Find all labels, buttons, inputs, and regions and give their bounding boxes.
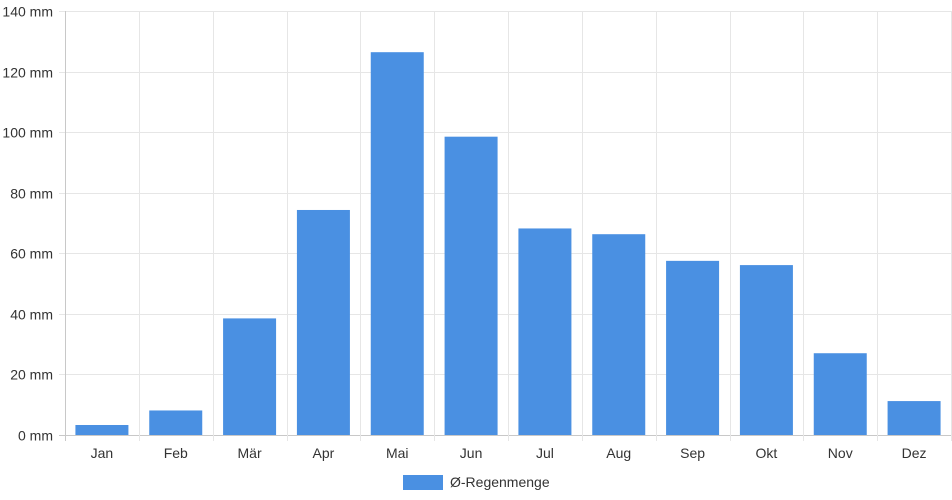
bar-feb[interactable] <box>149 410 203 435</box>
bar-sep[interactable] <box>666 260 720 435</box>
x-tick-label: Nov <box>828 445 853 461</box>
bar-jul[interactable] <box>518 228 572 435</box>
x-tick-label: Jul <box>536 445 554 461</box>
bar-nov[interactable] <box>813 353 867 435</box>
y-tick-label: 120 mm <box>2 65 53 81</box>
x-tick-label: Mär <box>238 445 262 461</box>
bar-dez[interactable] <box>887 401 941 435</box>
y-tick-label: 80 mm <box>10 186 53 202</box>
axis-layer: 0 mm 20 mm 40 mm 60 mm 80 mm 100 mm 120 mm 140 … <box>2 4 926 462</box>
bar-apr[interactable] <box>296 209 350 435</box>
y-tick-label: 100 mm <box>2 125 53 141</box>
legend-label[interactable]: Ø-Regenmenge <box>450 474 550 490</box>
legend[interactable]: Ø-Regenmenge <box>403 474 550 490</box>
x-tick-label: Sep <box>680 445 705 461</box>
x-tick-label: Aug <box>606 445 631 461</box>
y-tick-label: 20 mm <box>10 367 53 383</box>
x-tick-label: Mai <box>386 445 409 461</box>
bar-okt[interactable] <box>739 265 793 435</box>
grid-layer <box>59 11 952 441</box>
bar-mär[interactable] <box>223 318 277 435</box>
y-tick-label: 0 mm <box>18 428 53 444</box>
bar-aug[interactable] <box>592 234 646 435</box>
x-tick-label: Apr <box>313 445 335 461</box>
y-tick-label: 40 mm <box>10 307 53 323</box>
legend-swatch[interactable] <box>403 475 443 490</box>
x-tick-label: Feb <box>164 445 188 461</box>
x-tick-label: Okt <box>756 445 778 461</box>
y-tick-label: 60 mm <box>10 246 53 262</box>
y-tick-label: 140 mm <box>2 4 53 20</box>
x-tick-label: Dez <box>902 445 927 461</box>
bar-jun[interactable] <box>444 136 498 435</box>
bar-jan[interactable] <box>75 425 129 435</box>
x-tick-label: Jan <box>91 445 114 461</box>
x-tick-label: Jun <box>460 445 483 461</box>
bars-layer <box>75 52 941 436</box>
bar-mai[interactable] <box>370 52 424 436</box>
